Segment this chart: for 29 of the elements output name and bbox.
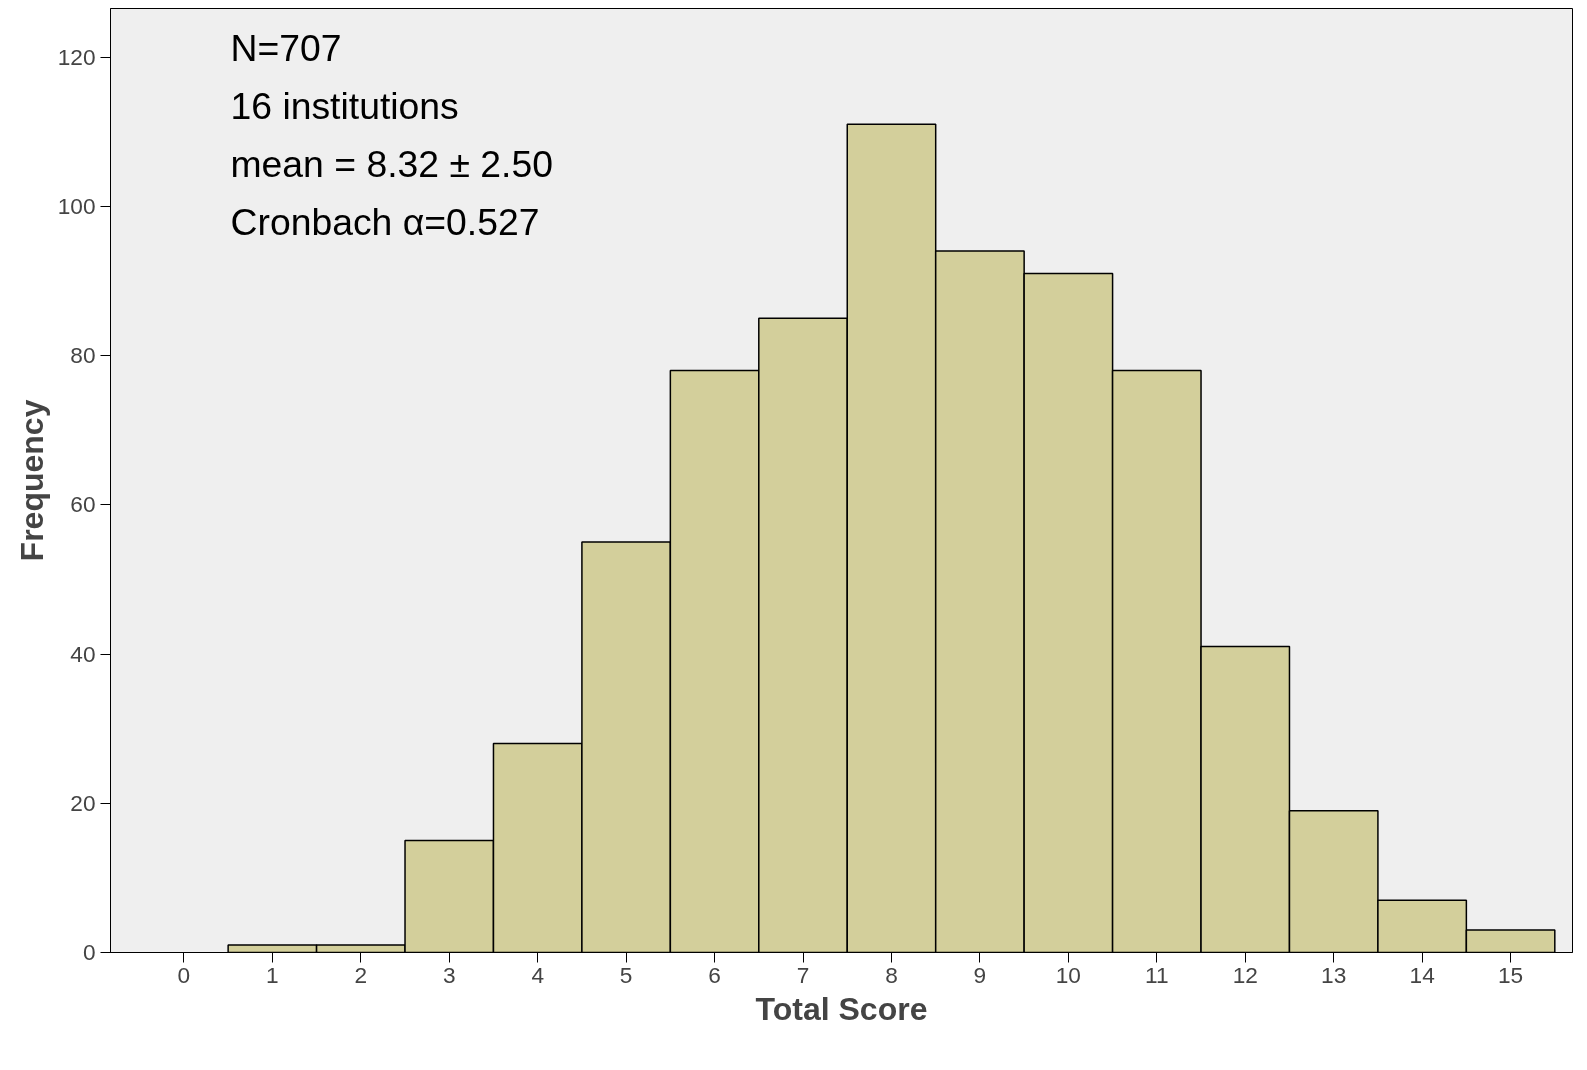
annotation: Cronbach α=0.527 <box>230 200 540 243</box>
x-tick-label: 8 <box>885 961 898 988</box>
x-tick-label: 1 <box>266 961 279 988</box>
x-tick-label: 5 <box>619 961 633 988</box>
x-tick-label: 6 <box>708 961 721 988</box>
x-tick-label: 9 <box>973 961 987 988</box>
y-tick-label: 80 <box>70 342 96 368</box>
x-tick-label: 13 <box>1321 961 1347 988</box>
x-tick-label: 2 <box>354 961 368 988</box>
annotation: 16 institutions <box>230 84 459 127</box>
x-tick-label: 12 <box>1232 961 1258 988</box>
y-tick-label: 0 <box>82 939 96 965</box>
x-tick-label: 7 <box>796 961 810 988</box>
y-tick-label: 60 <box>70 491 96 518</box>
x-tick-label: 10 <box>1055 961 1081 988</box>
x-tick-label: 4 <box>531 961 544 988</box>
x-tick-label: 3 <box>442 961 456 988</box>
x-tick-label: 14 <box>1409 961 1435 988</box>
y-tick-label: 20 <box>70 789 96 816</box>
y-axis-title: Frequency <box>13 399 50 562</box>
y-tick-label: 120 <box>57 43 96 70</box>
annotation: N=707 <box>230 26 342 69</box>
x-tick-label: 11 <box>1145 961 1169 988</box>
y-tick-label: 100 <box>57 192 96 219</box>
annotation: mean = 8.32 ± 2.50 <box>230 142 553 185</box>
y-tick-label: 40 <box>70 640 96 667</box>
x-tick-label: 15 <box>1497 961 1524 988</box>
x-tick-label: 0 <box>177 961 191 988</box>
x-axis-title: Total Score <box>755 990 928 1027</box>
